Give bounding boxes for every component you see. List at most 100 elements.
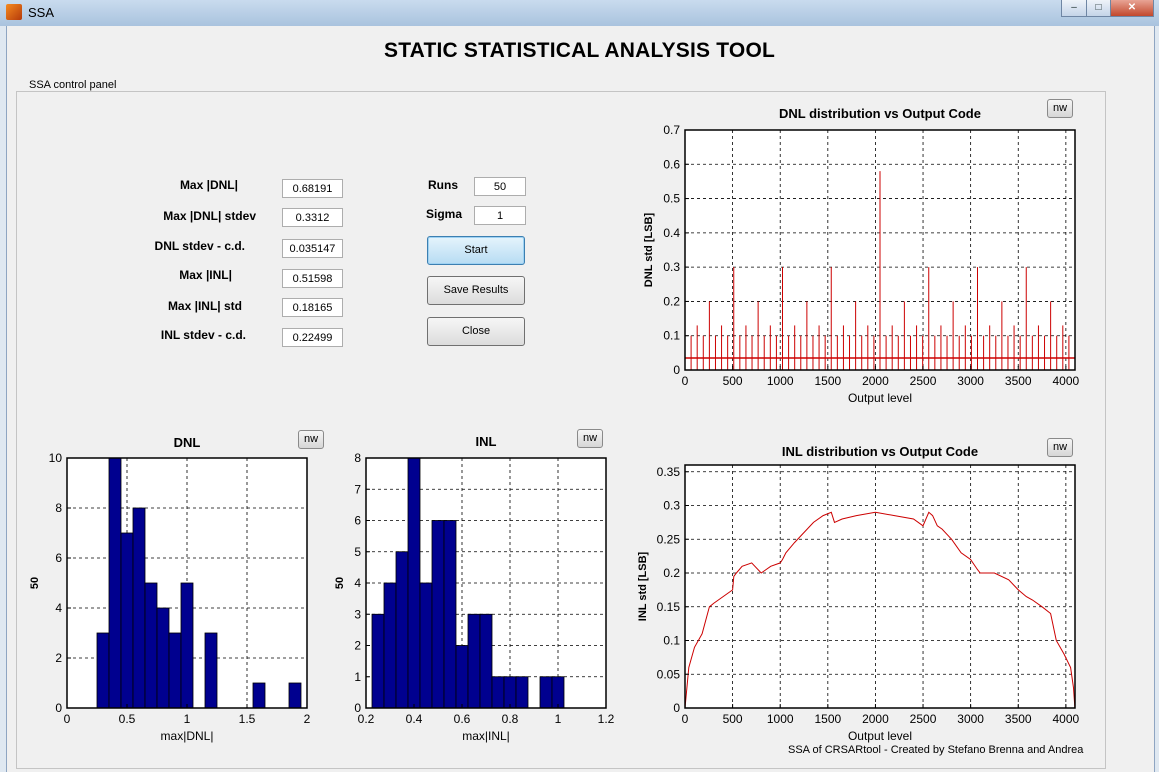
x-tick-label: 0.2 bbox=[358, 712, 375, 726]
histogram-bar bbox=[371, 613, 385, 709]
histogram-bar bbox=[96, 632, 110, 709]
nw-button-dnl-distribution[interactable]: nw bbox=[1047, 99, 1073, 118]
window-titlebar[interactable]: SSA – □ ✕ bbox=[0, 0, 1159, 26]
x-tick-label: 2 bbox=[304, 712, 311, 726]
chart-title: DNL bbox=[174, 435, 201, 450]
histogram-bar bbox=[467, 613, 481, 709]
param-value[interactable]: 0.22499 bbox=[282, 328, 343, 347]
y-tick-label: 2 bbox=[354, 639, 361, 653]
param-label: DNL stdev - c.d. bbox=[154, 239, 245, 253]
sigma-label: Sigma bbox=[425, 207, 462, 221]
histogram-bar bbox=[515, 676, 529, 709]
nw-button-inl-histogram[interactable]: nw bbox=[577, 429, 603, 448]
x-tick-label: 4000 bbox=[1053, 374, 1080, 388]
y-axis-label: 50 bbox=[334, 577, 346, 589]
param-value[interactable]: 0.51598 bbox=[282, 269, 343, 288]
x-tick-label: 3000 bbox=[957, 374, 984, 388]
x-tick-label: 1500 bbox=[814, 712, 841, 726]
y-tick-label: 0.3 bbox=[663, 260, 680, 274]
y-tick-label: 8 bbox=[354, 451, 361, 465]
close-window-button[interactable]: ✕ bbox=[1110, 0, 1154, 17]
runs-input[interactable]: 50 bbox=[474, 177, 526, 196]
chart-title: INL distribution vs Output Code bbox=[782, 444, 978, 459]
param-value[interactable]: 0.035147 bbox=[282, 239, 343, 258]
histogram-bar bbox=[132, 507, 146, 709]
start-button[interactable]: Start bbox=[427, 236, 525, 265]
y-axis-label: 50 bbox=[29, 577, 41, 589]
param-value[interactable]: 0.3312 bbox=[282, 208, 343, 227]
histogram-bar bbox=[252, 682, 266, 709]
y-tick-label: 0.35 bbox=[657, 465, 681, 479]
y-tick-label: 4 bbox=[354, 576, 361, 590]
histogram-bar bbox=[551, 676, 565, 709]
histogram-bar bbox=[443, 520, 457, 709]
histogram-bar bbox=[539, 676, 553, 709]
param-label: Max |INL| std bbox=[167, 299, 242, 313]
y-tick-label: 0.1 bbox=[663, 329, 680, 343]
param-label: INL stdev - c.d. bbox=[160, 328, 246, 342]
histogram-bar bbox=[395, 551, 409, 709]
plot-area-inl_line bbox=[685, 465, 1075, 708]
histogram-bar bbox=[479, 613, 493, 709]
y-tick-label: 0.2 bbox=[663, 566, 680, 580]
x-tick-label: 2000 bbox=[862, 374, 889, 388]
y-tick-label: 10 bbox=[49, 451, 63, 465]
save-results-button[interactable]: Save Results bbox=[427, 276, 525, 305]
param-value[interactable]: 0.18165 bbox=[282, 298, 343, 317]
x-tick-label: 1.5 bbox=[239, 712, 256, 726]
histogram-bar bbox=[407, 457, 421, 709]
histogram-bar bbox=[144, 582, 158, 709]
y-tick-label: 0.5 bbox=[663, 192, 680, 206]
chart-title: DNL distribution vs Output Code bbox=[779, 106, 981, 121]
histogram-bar bbox=[503, 676, 517, 709]
y-tick-label: 6 bbox=[354, 514, 361, 528]
x-tick-label: 0.6 bbox=[454, 712, 471, 726]
chart-title: INL bbox=[476, 434, 497, 449]
x-tick-label: 1000 bbox=[767, 374, 794, 388]
y-axis-label: INL std [LSB] bbox=[637, 551, 649, 621]
axes-frame bbox=[684, 129, 1076, 371]
y-tick-label: 7 bbox=[354, 482, 361, 496]
histogram-bar bbox=[180, 582, 194, 709]
x-tick-label: 500 bbox=[723, 374, 743, 388]
x-axis-label: max|INL| bbox=[462, 729, 510, 743]
x-tick-label: 3000 bbox=[957, 712, 984, 726]
runs-label: Runs bbox=[428, 178, 458, 192]
y-tick-label: 0.2 bbox=[663, 294, 680, 308]
x-tick-label: 1000 bbox=[767, 712, 794, 726]
y-tick-label: 5 bbox=[354, 545, 361, 559]
x-axis-label: max|DNL| bbox=[161, 729, 214, 743]
y-tick-label: 3 bbox=[354, 607, 361, 621]
x-axis-label: Output level bbox=[848, 729, 912, 743]
x-tick-label: 500 bbox=[723, 712, 743, 726]
histogram-bar bbox=[491, 676, 505, 709]
y-tick-label: 0.15 bbox=[657, 600, 681, 614]
matlab-app-icon bbox=[6, 4, 22, 20]
y-tick-label: 2 bbox=[55, 651, 62, 665]
y-tick-label: 4 bbox=[55, 601, 62, 615]
x-tick-label: 0 bbox=[682, 712, 689, 726]
axes-frame bbox=[684, 464, 1076, 709]
histogram-bar bbox=[419, 582, 433, 709]
x-tick-label: 2000 bbox=[862, 712, 889, 726]
param-value[interactable]: 0.68191 bbox=[282, 179, 343, 198]
x-tick-label: 4000 bbox=[1053, 712, 1080, 726]
y-tick-label: 8 bbox=[55, 501, 62, 515]
nw-button-dnl-histogram[interactable]: nw bbox=[298, 430, 324, 449]
param-label: Max |DNL| bbox=[179, 178, 238, 192]
y-tick-label: 0 bbox=[673, 363, 680, 377]
param-label: Max |INL| bbox=[179, 268, 232, 282]
histogram-bar bbox=[204, 632, 218, 709]
nw-button-inl-distribution[interactable]: nw bbox=[1047, 438, 1073, 457]
sigma-input[interactable]: 1 bbox=[474, 206, 526, 225]
x-tick-label: 0.8 bbox=[502, 712, 519, 726]
x-tick-label: 2500 bbox=[910, 374, 937, 388]
control-panel bbox=[16, 91, 1106, 769]
y-tick-label: 0.05 bbox=[657, 667, 681, 681]
footer-credits: SSA of CRSARtool - Created by Stefano Br… bbox=[788, 744, 1084, 756]
close-button[interactable]: Close bbox=[427, 317, 525, 346]
inl-series-line bbox=[684, 511, 1076, 709]
y-tick-label: 0 bbox=[354, 701, 361, 715]
y-tick-label: 0.4 bbox=[663, 226, 680, 240]
